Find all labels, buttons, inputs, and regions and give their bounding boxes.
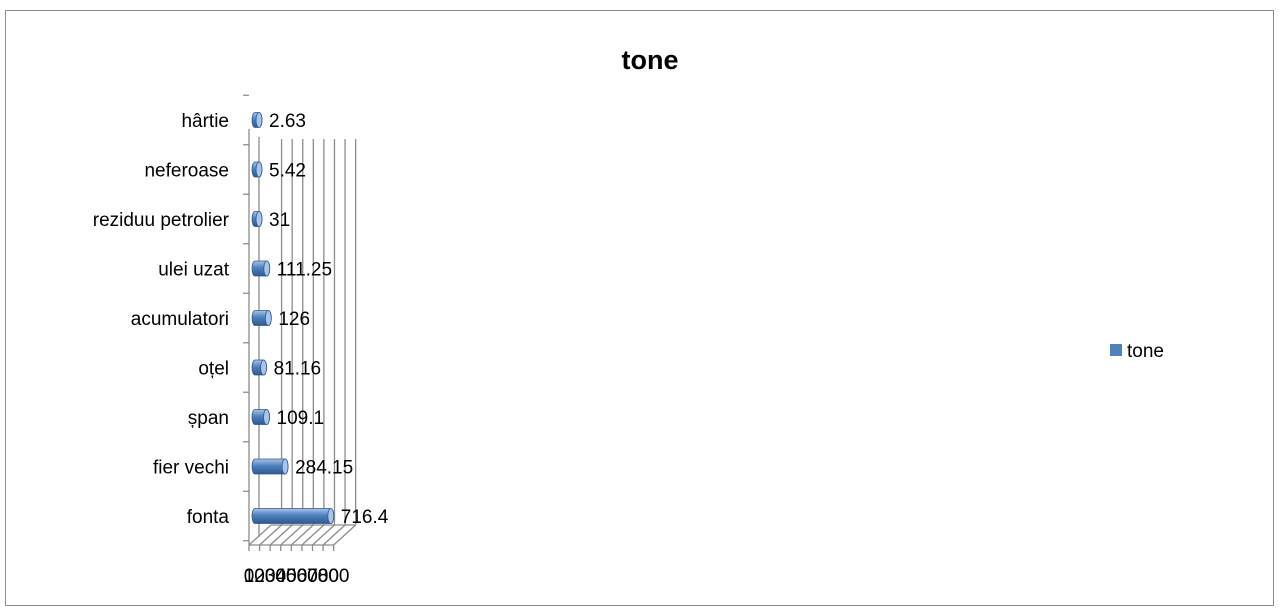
data-label: 126 [278, 309, 310, 330]
bar-cap [255, 161, 263, 178]
bar [251, 161, 263, 178]
floor-line [280, 524, 304, 546]
floor-line [269, 524, 293, 546]
x-tick-label: 500 [286, 566, 318, 587]
floor-line [322, 524, 346, 546]
y-category-label: acumulatori [131, 309, 229, 330]
legend-label: tone [1127, 341, 1164, 362]
bar-cap [264, 310, 272, 326]
bar-cap [327, 508, 335, 524]
bar [251, 458, 289, 475]
x-tick-label: 800 [318, 566, 350, 587]
data-label: 2.63 [269, 111, 306, 132]
data-label: 111.25 [277, 260, 332, 281]
x-tick-label: 0 [244, 566, 255, 587]
bar [251, 310, 272, 326]
bar-cap [281, 458, 289, 475]
bar [251, 260, 271, 277]
gridlines [248, 139, 357, 546]
x-tick-label: 300 [265, 566, 297, 587]
floor-line [290, 524, 314, 546]
bar [251, 508, 335, 524]
floor-line [259, 524, 283, 546]
data-label: 284.15 [295, 458, 353, 479]
y-category-label: oțel [198, 359, 229, 380]
y-category-label: reziduu petrolier [93, 210, 230, 231]
chart-frame: tone 0 100 200 300 400 500 600 700 800 fonta 716.4… [5, 10, 1274, 606]
x-tick-label: 600 [297, 566, 329, 587]
floor-line [248, 524, 272, 546]
bar-body [251, 508, 335, 524]
bar-cap [263, 409, 270, 425]
bar-cap [260, 359, 267, 376]
floor-line [301, 524, 325, 546]
legend-swatch [1110, 344, 1122, 356]
bar-cap [263, 260, 271, 277]
data-label: 109.1 [277, 408, 325, 429]
data-label: 81.16 [274, 359, 322, 380]
bar [251, 409, 270, 425]
x-tick-label: 100 [244, 566, 276, 587]
y-category-label: șpan [188, 408, 229, 429]
y-category-label: ulei uzat [158, 260, 229, 281]
bars [251, 112, 335, 524]
y-category-label: neferoase [144, 161, 229, 182]
data-label: 31 [269, 210, 290, 231]
chart-title: tone [622, 45, 679, 75]
x-tick-label: 400 [275, 566, 307, 587]
bar [251, 211, 263, 227]
bar-cap [255, 112, 263, 128]
bar-cap [255, 211, 263, 227]
y-category-label: fier vechi [153, 458, 229, 479]
data-label: 716.4 [341, 507, 389, 528]
x-tick-label: 200 [254, 566, 286, 587]
bar [251, 359, 267, 376]
x-tick-label: 700 [307, 566, 339, 587]
floor-line [312, 524, 335, 546]
bar [251, 112, 263, 128]
axes [243, 94, 356, 551]
data-label: 5.42 [269, 161, 306, 182]
y-category-label: hârtie [181, 111, 229, 132]
floor-line [333, 524, 357, 546]
legend: tone [1110, 341, 1164, 362]
y-category-label: fonta [187, 507, 230, 528]
